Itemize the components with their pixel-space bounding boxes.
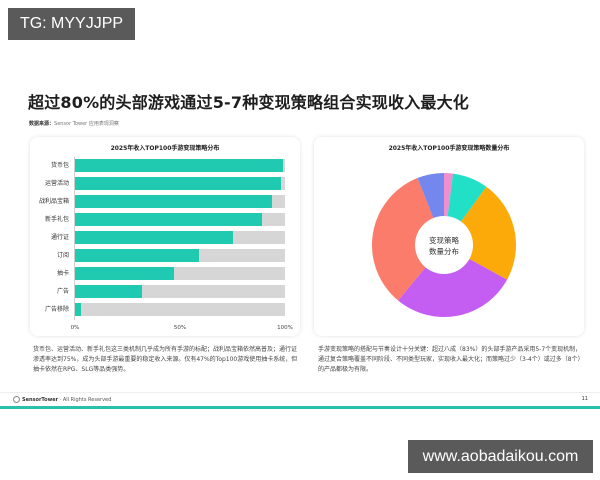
- source-label: 数据来源：: [29, 121, 55, 127]
- bar-fill: [75, 231, 233, 244]
- bar-track: [75, 177, 285, 190]
- footer-accent-bar: [0, 406, 600, 409]
- bar-label: 广告: [56, 288, 69, 295]
- donut-chart-graphic: [372, 173, 516, 317]
- bar-fill: [75, 213, 262, 226]
- sensortower-logo-icon: [13, 396, 20, 403]
- donut-slice: [461, 186, 516, 280]
- donut-slice: [372, 178, 434, 301]
- bar-label: 订阅: [56, 252, 69, 259]
- bar-label: 广告移除: [44, 306, 69, 313]
- bar-row: 通行证: [30, 231, 300, 245]
- bar-track: [75, 303, 285, 316]
- source-value: Sensor Tower 应用表现洞察: [54, 121, 119, 127]
- watermark-bottom: www.aobadaikou.com: [408, 440, 593, 473]
- bar-label: 战利品宝箱: [38, 198, 69, 205]
- bar-track: [75, 213, 285, 226]
- bar-row: 订阅: [30, 249, 300, 263]
- donut-slice: [417, 173, 444, 219]
- bar-fill: [75, 285, 143, 298]
- donut-chart: 变现策略 数量分布: [369, 170, 519, 320]
- bar-label: 运营活动: [44, 180, 69, 187]
- bar-row: 广告移除: [30, 303, 300, 317]
- bar-label: 抽卡: [56, 270, 69, 277]
- bar-track: [75, 231, 285, 244]
- bar-row: 抽卡: [30, 267, 300, 281]
- footer-copyright: · All Rights Reserved: [58, 397, 112, 403]
- x-tick-0: 0%: [70, 325, 80, 331]
- bar-track: [75, 159, 285, 172]
- bar-row: 货币包: [30, 159, 300, 173]
- watermark-top: TG: MYYJJPP: [8, 8, 135, 40]
- bar-track: [75, 249, 285, 262]
- bar-fill: [75, 267, 174, 280]
- donut-chart-title: 2025年收入TOP100手游变现策略数量分布: [388, 145, 510, 152]
- y-axis-line: [74, 157, 75, 320]
- donut-slice: [398, 258, 508, 317]
- description-left: 货币包、运营活动、新手礼包这三类机制几乎成为所有手游的标配；战利品宝箱依然高普及…: [33, 346, 298, 373]
- bar-track: [75, 195, 285, 208]
- donut-chart-card: 2025年收入TOP100手游变现策略数量分布 变现策略 数量分布: [314, 137, 584, 336]
- x-tick-50: 50%: [173, 325, 187, 331]
- bar-label: 通行证: [50, 234, 69, 241]
- donut-center-line-1: 变现策略: [429, 236, 459, 245]
- description-right: 手游变现策略的搭配与节奏设计十分关键：超过八成（83%）的头部手游产品采用5-7…: [318, 346, 584, 373]
- page-title: 超过80%的头部游戏通过5-7种变现策略组合实现收入最大化: [28, 93, 470, 112]
- bar-fill: [75, 159, 283, 172]
- footer-logo: SensorTower · All Rights Reserved: [13, 396, 111, 403]
- bar-fill: [75, 303, 82, 316]
- bar-track: [75, 285, 285, 298]
- bar-row: 运营活动: [30, 177, 300, 191]
- page-number: 11: [581, 396, 588, 402]
- donut-slice: [447, 173, 487, 222]
- bar-fill: [75, 249, 199, 262]
- x-tick-100: 100%: [277, 325, 293, 331]
- bar-fill: [75, 195, 273, 208]
- bar-chart-title: 2025年收入TOP100手游变现策略分布: [110, 145, 220, 152]
- bar-row: 广告: [30, 285, 300, 299]
- bar-row: 新手礼包: [30, 213, 300, 227]
- data-source: 数据来源：Sensor Tower 应用表现洞察: [29, 120, 119, 127]
- donut-center-label: 变现策略 数量分布: [369, 235, 519, 257]
- bar-label: 新手礼包: [44, 216, 69, 223]
- bar-label: 货币包: [50, 162, 69, 169]
- footer-brand: SensorTower: [22, 397, 59, 403]
- donut-slice: [444, 173, 454, 217]
- bar-track: [75, 267, 285, 280]
- page-footer: SensorTower · All Rights Reserved 11: [0, 392, 600, 407]
- donut-center-line-2: 数量分布: [429, 247, 459, 256]
- bar-fill: [75, 177, 281, 190]
- bar-chart-card: 2025年收入TOP100手游变现策略分布 货币包运营活动战利品宝箱新手礼包通行…: [30, 137, 300, 336]
- bar-row: 战利品宝箱: [30, 195, 300, 209]
